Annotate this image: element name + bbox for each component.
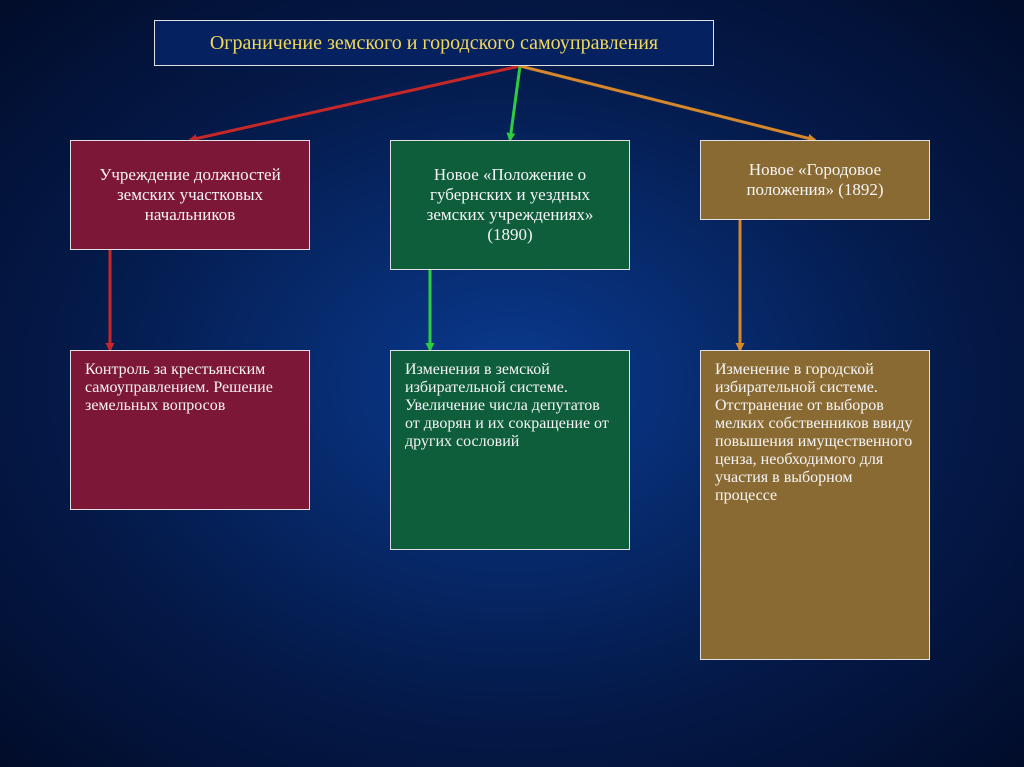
box-col1-top-text: Новое «Положение о губернских и уездных …: [405, 165, 615, 245]
arrow-fan0: [190, 66, 520, 140]
box-col0-top: Учреждение должностей земских участковых…: [70, 140, 310, 250]
box-col2-bottom-text: Изменение в городской избирательной сист…: [715, 361, 915, 505]
arrow-fan1: [510, 66, 520, 140]
box-col0-bottom-text: Контроль за крестьянским самоуправлением…: [85, 361, 295, 415]
box-col0-bottom: Контроль за крестьянским самоуправлением…: [70, 350, 310, 510]
box-col2-bottom: Изменение в городской избирательной сист…: [700, 350, 930, 660]
arrow-fan2: [520, 66, 815, 140]
box-col0-top-text: Учреждение должностей земских участковых…: [85, 165, 295, 225]
box-col2-top-text: Новое «Городовое положения» (1892): [715, 160, 915, 200]
box-col2-top: Новое «Городовое положения» (1892): [700, 140, 930, 220]
box-title: Ограничение земского и городского самоуп…: [154, 20, 714, 66]
box-col1-top: Новое «Положение о губернских и уездных …: [390, 140, 630, 270]
box-col1-bottom: Изменения в земской избирательной систем…: [390, 350, 630, 550]
box-title-text: Ограничение земского и городского самоуп…: [210, 32, 658, 55]
box-col1-bottom-text: Изменения в земской избирательной систем…: [405, 361, 615, 451]
